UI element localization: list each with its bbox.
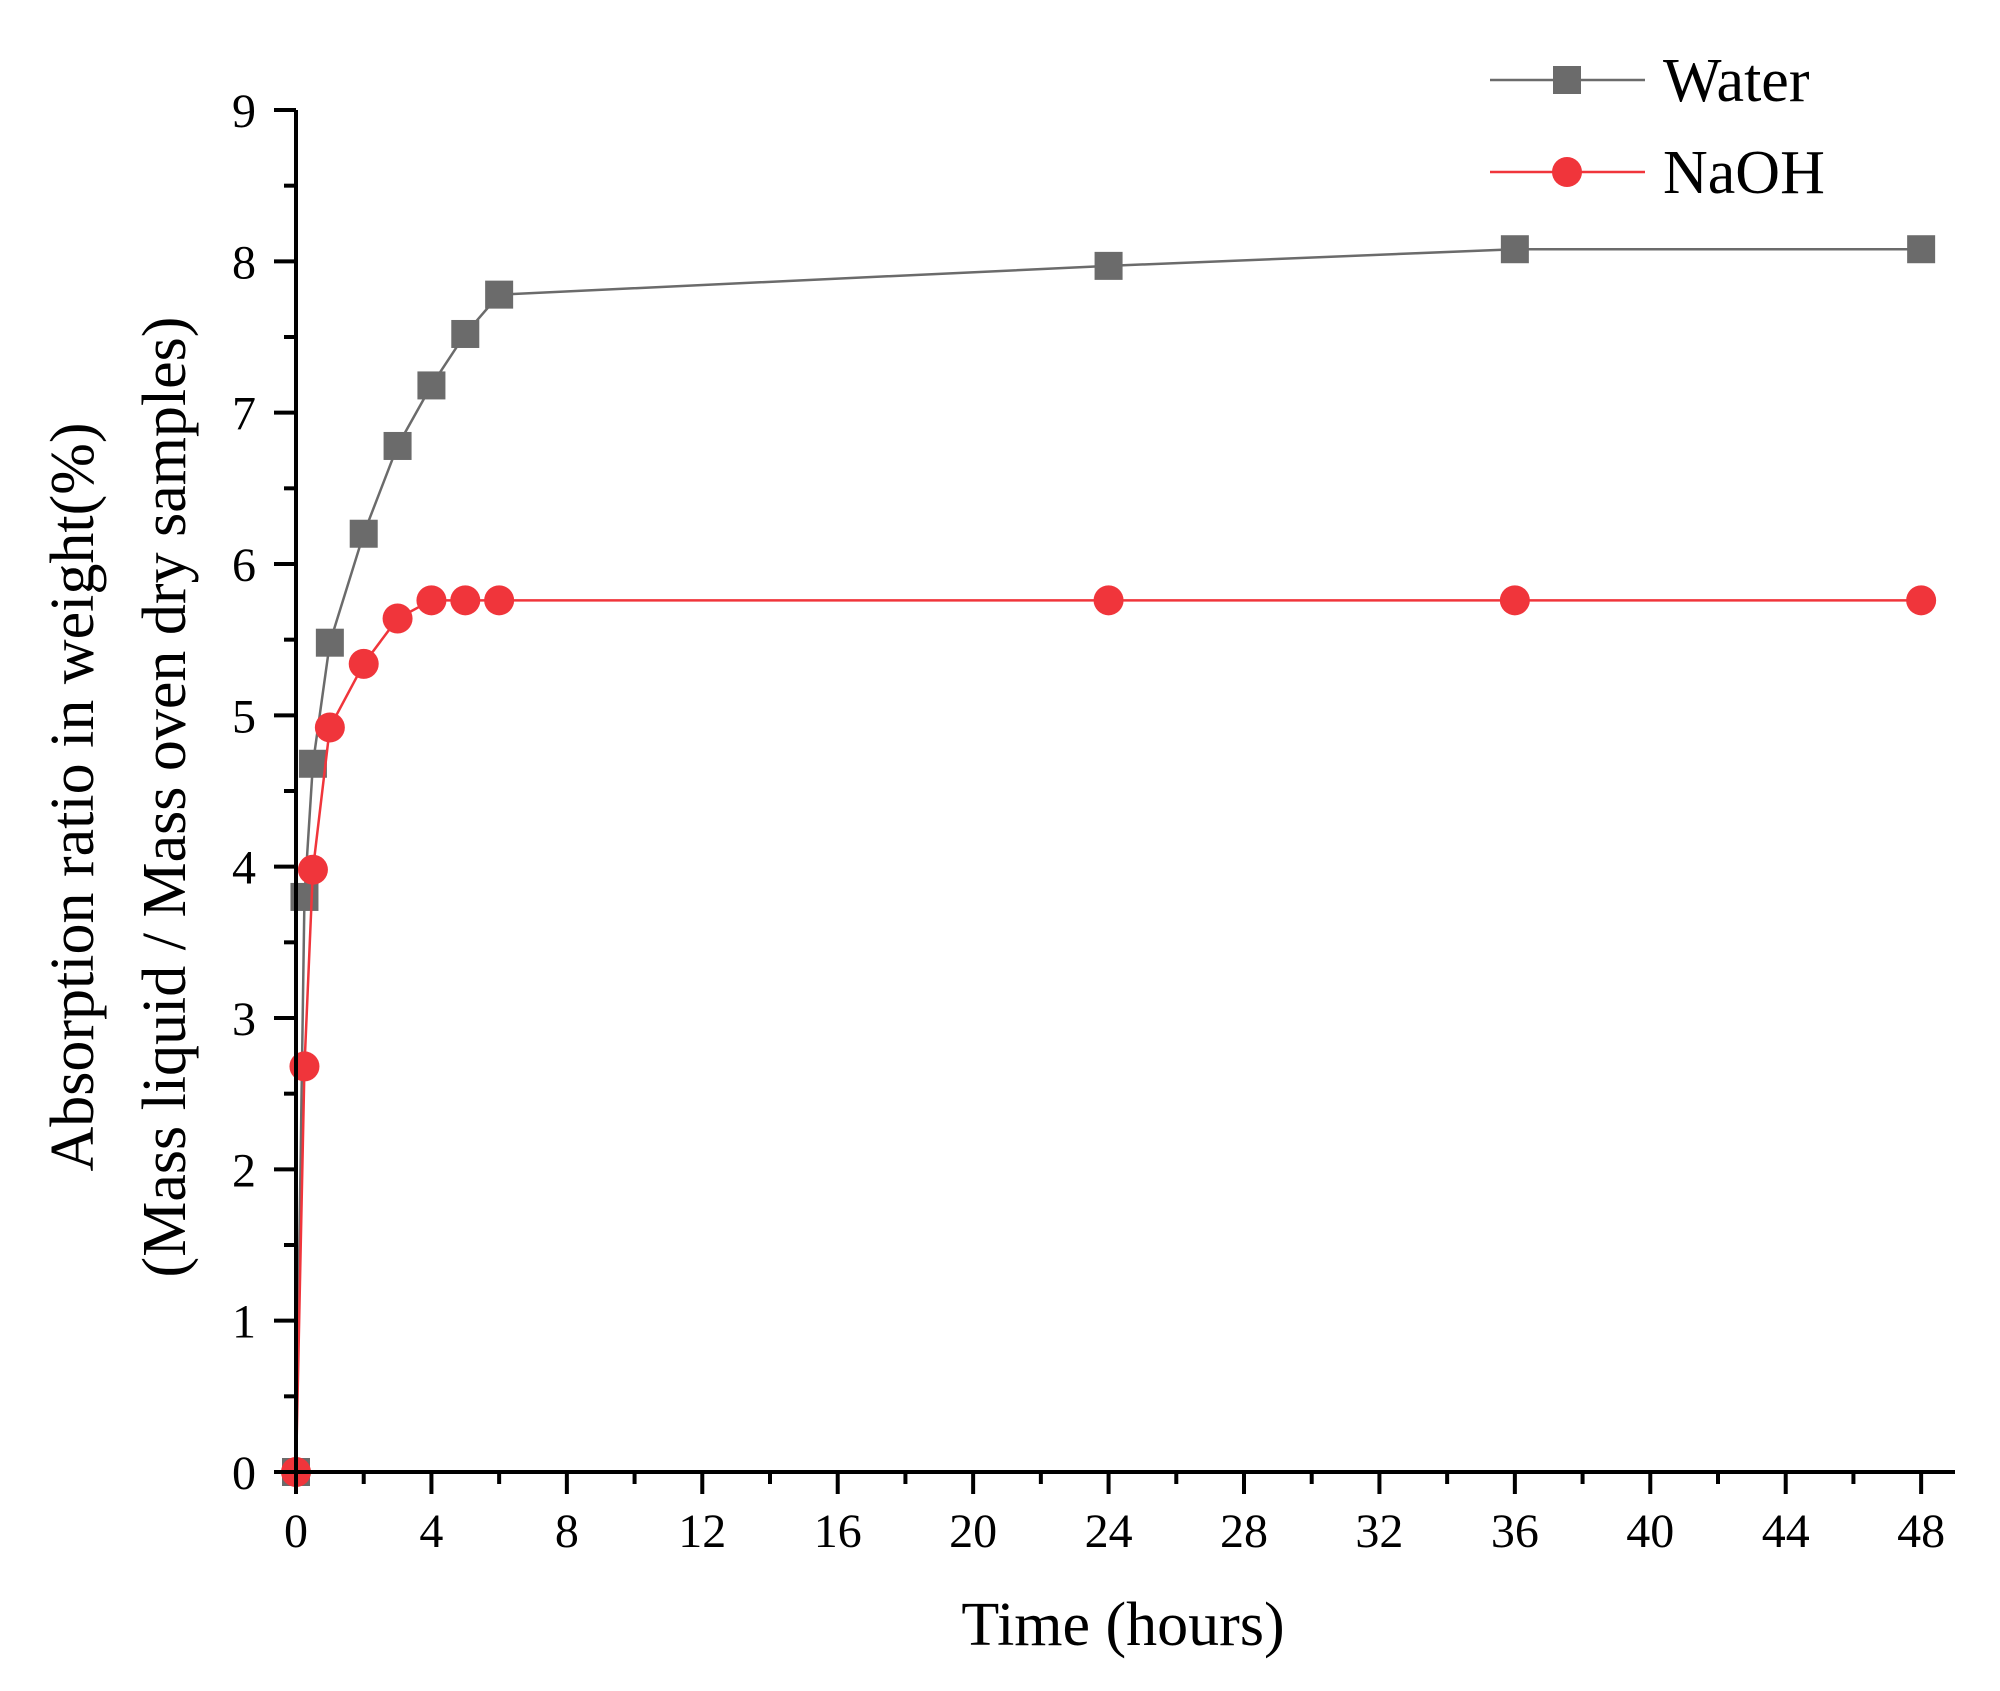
- data-point-naoh: [289, 1051, 320, 1082]
- x-tick-label: 8: [555, 1505, 579, 1558]
- data-point-water: [451, 319, 480, 348]
- x-tick-label: 36: [1491, 1505, 1539, 1558]
- legend-label-naoh: NaOH: [1663, 139, 1825, 207]
- y-tick-label: 2: [232, 1144, 256, 1197]
- data-point-water: [485, 280, 514, 309]
- data-point-naoh: [348, 648, 379, 679]
- data-point-naoh: [297, 854, 328, 885]
- data-point-naoh: [314, 712, 345, 743]
- series-line-naoh: [294, 599, 1922, 1473]
- data-point-water: [383, 431, 412, 460]
- data-point-naoh: [1499, 585, 1530, 616]
- data-point-water: [298, 749, 327, 778]
- legend-item-water: Water: [1490, 47, 1810, 115]
- y-tick-label: 9: [232, 85, 256, 138]
- legend-marker-naoh: [1552, 157, 1582, 187]
- x-tick-label: 0: [284, 1505, 308, 1558]
- y-tick-label: 4: [232, 842, 256, 895]
- data-point-water: [315, 628, 344, 657]
- x-tick-label: 12: [678, 1505, 726, 1558]
- series-line-water: [294, 247, 1922, 1473]
- series-layer: [281, 235, 1937, 1487]
- x-tick-label: 44: [1762, 1505, 1810, 1558]
- y-tick-label: 6: [232, 539, 256, 592]
- y-tick-label: 3: [232, 993, 256, 1046]
- y-ticks: 0 1 2 3 4 5 6 7 8 9: [232, 85, 296, 1500]
- x-ticks: 0 4 8 12 16 20 24 28 32 36 40 44 48: [284, 1472, 1945, 1558]
- data-point-naoh: [484, 585, 515, 616]
- data-point-naoh: [382, 603, 413, 634]
- plot-area: [281, 235, 1937, 1487]
- series-water: [282, 235, 1936, 1486]
- data-point-water: [1500, 235, 1529, 264]
- data-point-naoh: [450, 585, 481, 616]
- y-axis-title-line1: Absorption ratio in weight(%): [39, 422, 107, 1171]
- data-point-water: [1907, 235, 1936, 264]
- y-tick-label: 7: [232, 388, 256, 441]
- x-tick-label: 4: [419, 1505, 443, 1558]
- x-tick-label: 32: [1355, 1505, 1403, 1558]
- legend-item-naoh: NaOH: [1490, 139, 1825, 207]
- legend-marker-water: [1553, 66, 1581, 94]
- y-tick-label: 8: [232, 236, 256, 289]
- data-point-water: [1094, 251, 1123, 280]
- data-point-naoh: [1906, 585, 1937, 616]
- y-tick-label: 1: [232, 1296, 256, 1349]
- data-point-naoh: [416, 585, 447, 616]
- y-axis-title: Absorption ratio in weight(%) (Mass liqu…: [39, 317, 199, 1278]
- series-naoh: [281, 585, 1937, 1487]
- data-point-water: [417, 371, 446, 400]
- x-tick-label: 20: [949, 1505, 997, 1558]
- x-axis-title: Time (hours): [961, 1591, 1284, 1659]
- x-tick-label: 16: [814, 1505, 862, 1558]
- x-tick-label: 40: [1626, 1505, 1674, 1558]
- y-tick-label: 5: [232, 690, 256, 743]
- x-tick-label: 28: [1220, 1505, 1268, 1558]
- y-tick-label: 0: [232, 1447, 256, 1500]
- data-point-water: [349, 519, 378, 548]
- legend: Water NaOH: [1490, 47, 1825, 207]
- legend-label-water: Water: [1663, 47, 1810, 115]
- x-tick-label: 48: [1897, 1505, 1945, 1558]
- data-point-naoh: [1093, 585, 1124, 616]
- y-axis-title-line2: (Mass liquid / Mass oven dry samples): [131, 317, 199, 1278]
- x-tick-label: 24: [1085, 1505, 1133, 1558]
